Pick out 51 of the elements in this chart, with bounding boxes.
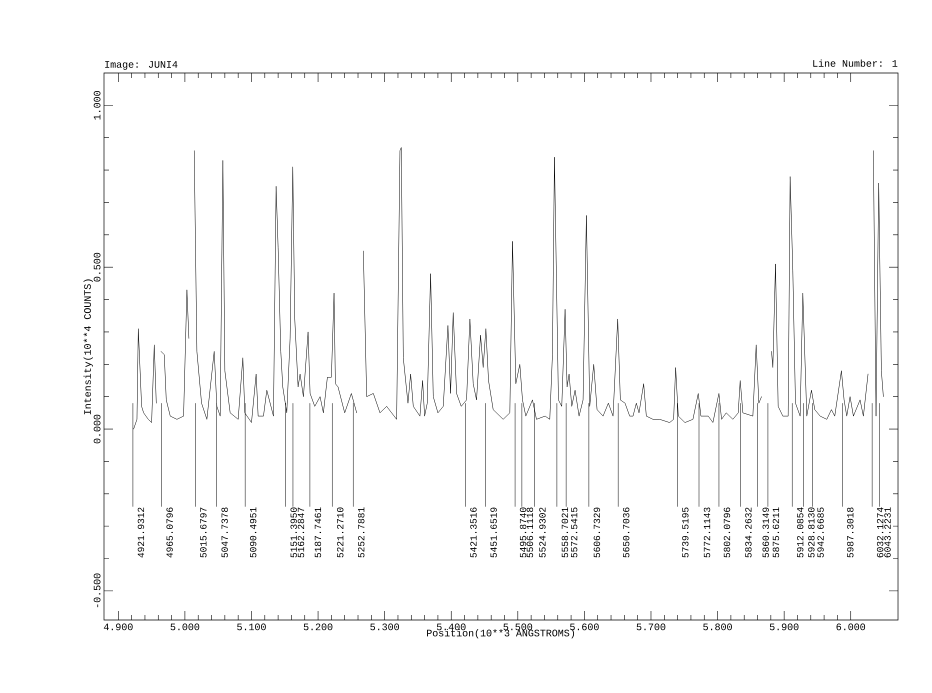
ref-line-label: 5162.2847 [298, 508, 304, 558]
ref-line-label: 5912.0854 [796, 507, 804, 558]
ref-line-label: 5802.0796 [724, 508, 730, 558]
ref-line-label: 6043.2231 [884, 507, 891, 558]
ref-line-label: 5151.3950 [290, 508, 297, 558]
ref-line-label: 4965.0796 [166, 508, 173, 558]
ref-line-label: 5506.1118 [526, 508, 534, 558]
x-tick-label: 5.900 [770, 624, 798, 630]
ref-line-label: 5860.3149 [762, 508, 769, 558]
x-tick-label: 6.000 [836, 624, 866, 630]
ref-line-label: 5090.4951 [250, 507, 256, 558]
x-tick-label: 5.500 [503, 624, 532, 630]
ref-line-label: 5875.6211 [772, 507, 780, 558]
ref-line-label: 4921.9312 [138, 508, 144, 558]
ref-line-label: 5187.7461 [314, 507, 322, 558]
ref-line-label: 5047.7378 [221, 508, 228, 558]
x-tick-label: 5.700 [636, 624, 666, 630]
x-tick-label: 4.900 [104, 624, 133, 630]
y-tick-label: -0.500 [94, 574, 100, 608]
ref-line-label: 5495.8740 [520, 508, 526, 558]
y-tick-label: 0.000 [94, 414, 100, 444]
x-tick-label: 5.000 [170, 624, 200, 630]
ref-line-label: 5834.2632 [745, 508, 752, 558]
x-tick-label: 5.600 [570, 624, 599, 630]
chart-title: Image: JUNI4 [105, 61, 178, 70]
text: Line Number: 1 [813, 59, 898, 67]
ref-line-label: 5252.7881 [358, 507, 364, 558]
ref-line-label: 5739.5195 [682, 508, 689, 558]
legend-label: 6032.1274 [876, 507, 884, 558]
y-tick-label: 0.500 [94, 252, 100, 282]
ref-line-label: 5987.3018 [847, 508, 854, 558]
x-tick-label: 5.100 [237, 624, 266, 630]
ref-line-label: 5015.6797 [200, 508, 207, 558]
ref-line-label: 5524.9302 [539, 508, 546, 558]
y-axis-title: Intensity(10**4 COUNTS) [84, 279, 93, 414]
x-tick-label: 5.800 [703, 624, 732, 630]
x-tick-label: 5.200 [304, 624, 332, 630]
ref-line-label: 5421.3516 [470, 508, 477, 558]
ref-line-label: 5606.7329 [594, 508, 600, 558]
ref-line-label: 5221.2710 [337, 508, 344, 558]
ref-line-label: 5928.8130 [808, 508, 815, 558]
x-axis-title: Position(10**3 ANGSTROMS) [427, 629, 574, 638]
ref-line-label: 5451.6519 [490, 508, 497, 558]
ref-line-label: 5558.7021 [562, 507, 568, 558]
y-tick-label: 1.000 [94, 91, 100, 120]
ref-line-label: 5772.1143 [704, 508, 710, 558]
x-tick-label: 5.400 [436, 624, 466, 630]
ref-line-label: 5650.7036 [622, 508, 630, 558]
ref-line-label: 5572.5415 [570, 508, 578, 558]
ref-line-label: 5942.6685 [817, 508, 824, 558]
x-tick-label: 5.300 [370, 624, 399, 630]
